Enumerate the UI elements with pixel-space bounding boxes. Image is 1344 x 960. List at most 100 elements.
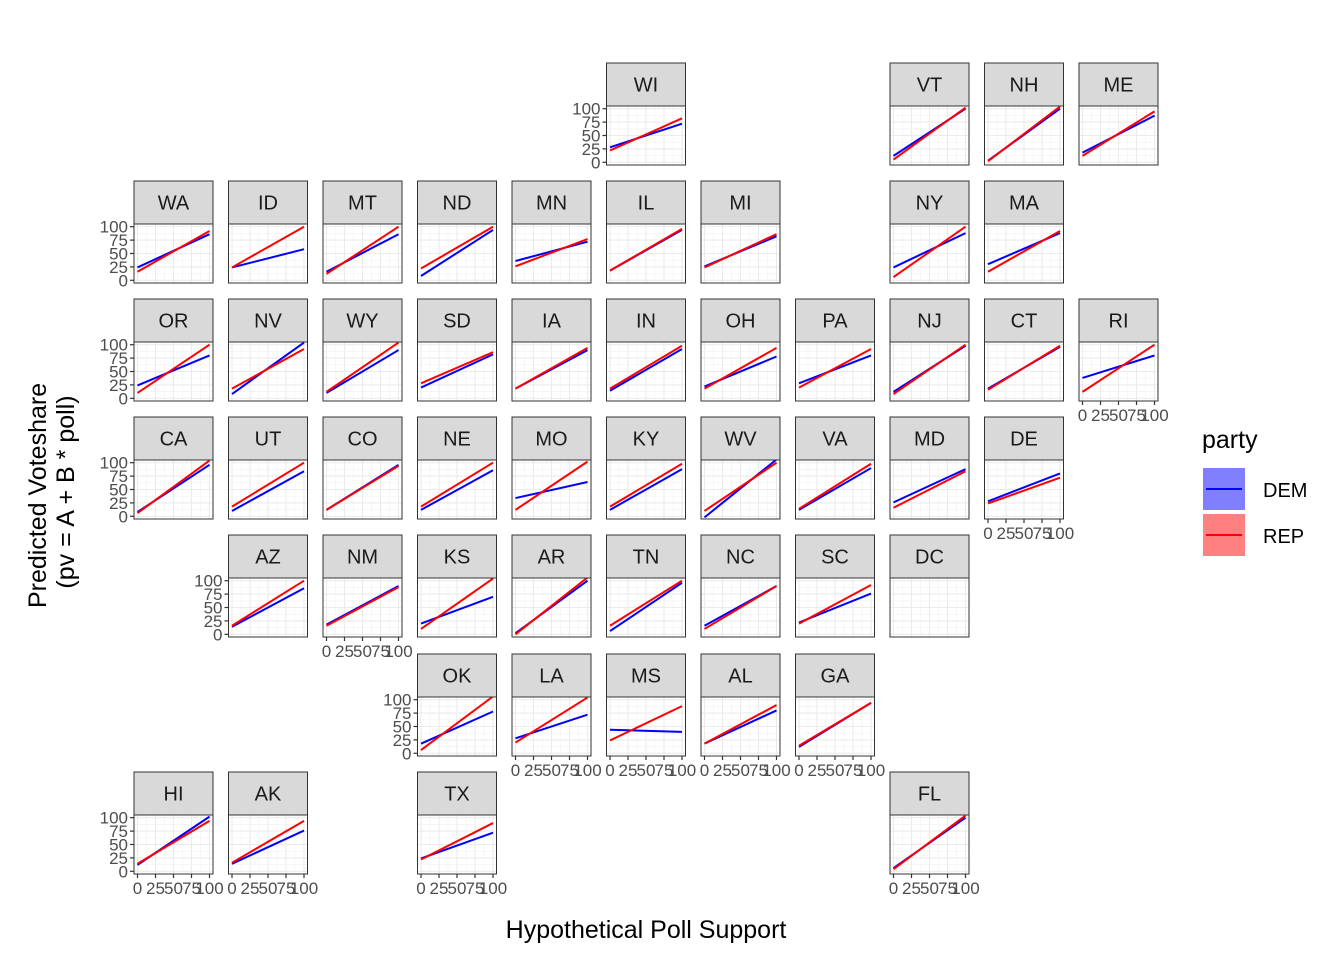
- y-tick-label: 75: [109, 231, 128, 250]
- series-line-rep: [609, 227, 683, 272]
- legend-title: party: [1202, 426, 1258, 454]
- x-tick-label: 75: [844, 761, 863, 780]
- x-tick-label: 100: [951, 879, 979, 898]
- facet-strip-label: AK: [255, 784, 282, 806]
- x-axis-title: Hypothetical Poll Support: [506, 916, 787, 944]
- x-tick-label: 75: [938, 879, 957, 898]
- plot-border: [984, 223, 1064, 284]
- plot-border: [417, 223, 497, 284]
- facet-panel-co: CO: [322, 416, 403, 520]
- facet-strip-label: HI: [164, 784, 184, 806]
- y-tick-label: 25: [109, 258, 128, 277]
- series-line-rep: [798, 348, 872, 389]
- facet-strip: [795, 298, 875, 343]
- y-tick-label: 100: [194, 572, 222, 591]
- facet-plot: [606, 459, 686, 520]
- series-lines: [704, 704, 777, 745]
- facet-strip: [606, 180, 686, 225]
- series-line-rep: [609, 579, 683, 627]
- facet-panel-sd: SD: [417, 298, 497, 402]
- y-tick-label: 25: [393, 731, 412, 750]
- facet-strip: [984, 416, 1064, 461]
- series-lines: [609, 579, 683, 632]
- y-tick-label: 75: [109, 349, 128, 368]
- plot-border: [984, 105, 1064, 166]
- series-lines: [704, 233, 777, 269]
- facet-strip: [700, 298, 781, 343]
- facet-strip-label: NH: [1010, 75, 1039, 97]
- facet-strip-label: MN: [536, 193, 567, 215]
- facet-strip-label: PA: [822, 311, 848, 333]
- series-line-rep: [420, 351, 494, 385]
- facet-strip-label: OR: [159, 311, 189, 333]
- facet-plot: [228, 341, 308, 402]
- facet-strip: [417, 534, 497, 579]
- facet-strip: [322, 298, 403, 343]
- facet-strip: [511, 180, 592, 225]
- series-line-rep: [892, 343, 967, 395]
- x-tick-label: 0: [794, 761, 803, 780]
- series-line-rep: [704, 233, 777, 269]
- x-tick-label: 0: [322, 642, 331, 661]
- series-line-rep: [514, 460, 589, 511]
- facet-strip: [606, 62, 686, 107]
- facet-strip: [889, 534, 970, 579]
- facet-plot: [889, 223, 970, 284]
- y-tick-label: 75: [109, 822, 128, 841]
- y-tick-label: 25: [109, 849, 128, 868]
- y-tick-label: 100: [100, 809, 128, 828]
- x-tick-label: 100: [195, 879, 223, 898]
- series-lines: [231, 461, 305, 512]
- y-tick-label: 0: [119, 271, 128, 290]
- y-tick-label: 100: [100, 336, 128, 355]
- plot-border: [700, 577, 781, 638]
- series-line-rep: [231, 579, 305, 627]
- series-lines: [987, 230, 1061, 273]
- series-line-rep: [609, 462, 683, 508]
- series-lines: [892, 815, 967, 870]
- x-tick-label: 75: [749, 761, 768, 780]
- x-tick-label: 100: [668, 761, 696, 780]
- series-line-rep: [609, 117, 683, 152]
- facet-strip: [228, 534, 308, 579]
- plot-border: [322, 341, 403, 402]
- y-tick-label: 75: [582, 113, 601, 132]
- series-lines: [137, 230, 210, 273]
- y-tick-label: 100: [383, 691, 411, 710]
- y-tick-label: 100: [100, 218, 128, 237]
- x-tick-label: 50: [542, 761, 561, 780]
- series-lines: [892, 225, 967, 278]
- series-line-rep: [420, 578, 494, 630]
- facet-strip-label: DC: [915, 547, 944, 569]
- series-line-dem: [515, 481, 588, 500]
- facet-panel-il: IL: [606, 180, 686, 284]
- facet-plot: [322, 459, 403, 520]
- facet-plot: [1078, 105, 1159, 166]
- facet-panel-ct: CT: [984, 298, 1064, 402]
- facet-plot: [700, 577, 781, 638]
- series-line-rep: [798, 462, 872, 510]
- facet-plot: [984, 341, 1064, 402]
- series-line-rep: [1081, 343, 1156, 393]
- x-tick-label: 50: [353, 642, 372, 661]
- plot-border: [889, 105, 970, 166]
- plot-border: [984, 341, 1064, 402]
- series-line-dem: [609, 348, 683, 392]
- facet-plot: [417, 577, 497, 638]
- facet-strip-label: MA: [1009, 193, 1040, 215]
- facet-plot: [795, 341, 875, 402]
- series-line-dem: [609, 582, 683, 632]
- x-tick-label: 100: [762, 761, 790, 780]
- x-tick-label: 25: [713, 761, 732, 780]
